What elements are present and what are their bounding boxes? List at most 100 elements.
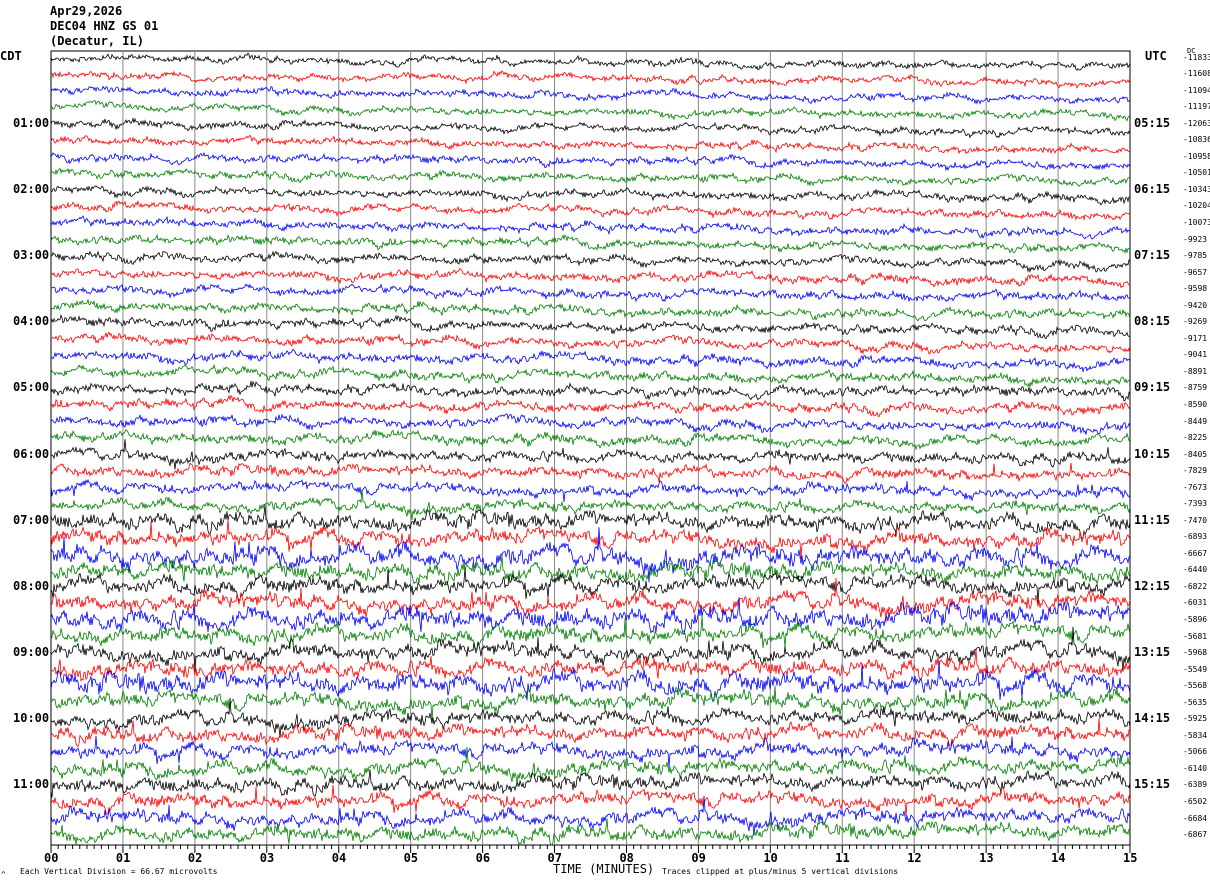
right-hour-label: 11:15 <box>1134 512 1171 527</box>
trace-19 <box>50 363 1131 389</box>
trace-11 <box>50 233 1131 254</box>
right-hour-label: 12:15 <box>1134 578 1171 593</box>
x-tick-label: 00 <box>44 851 59 865</box>
dc-offset-label: -8225 <box>1183 433 1208 443</box>
trace-37 <box>50 650 1131 683</box>
trace-7 <box>50 167 1131 187</box>
trace-14 <box>51 283 1131 303</box>
trace-42 <box>50 735 1131 768</box>
dc-offset-label: -8891 <box>1183 366 1208 376</box>
dc-offset-label: -6822 <box>1183 581 1208 591</box>
trace-35 <box>50 616 1131 650</box>
station-label: DEC04 HNZ GS 01 <box>50 19 159 33</box>
left-hour-label: 02:00 <box>13 181 50 196</box>
dc-offset-label: -11608 <box>1183 69 1210 79</box>
left-hour-label: 10:00 <box>13 711 50 726</box>
left-hour-label: 07:00 <box>13 512 50 527</box>
x-tick-label: 09 <box>691 851 706 865</box>
dc-offset-label: -9420 <box>1183 300 1208 310</box>
x-tick-label: 12 <box>907 851 922 865</box>
dc-offset-label: -7673 <box>1183 482 1208 492</box>
left-hour-label: 11:00 <box>13 777 50 792</box>
trace-12 <box>50 250 1131 273</box>
scale-note: Each Vertical Division = 66.67 microvolt… <box>20 867 218 876</box>
dc-offset-label: -6031 <box>1183 598 1208 608</box>
right-hour-label: 15:15 <box>1134 777 1171 792</box>
left-hour-label: 01:00 <box>13 115 50 130</box>
left-timezone: CDT <box>0 49 22 63</box>
trace-8 <box>50 185 1131 206</box>
dc-offset-label: -11094 <box>1183 85 1210 95</box>
trace-10 <box>50 215 1131 240</box>
x-tick-label: 04 <box>331 851 347 865</box>
dc-offset-label: -7470 <box>1183 515 1208 525</box>
trace-38 <box>50 661 1131 703</box>
dc-offset-label: -10836 <box>1183 135 1210 145</box>
trace-26 <box>50 478 1131 503</box>
dc-offset-label: -10073 <box>1183 218 1210 228</box>
trace-23 <box>50 428 1131 450</box>
dc-offset-label: -6667 <box>1183 548 1208 558</box>
x-tick-label: 11 <box>835 851 850 865</box>
trace-16 <box>50 313 1131 340</box>
right-hour-label: 08:15 <box>1134 314 1171 329</box>
right-hour-label: 07:15 <box>1134 248 1171 263</box>
trace-36 <box>50 626 1131 672</box>
trace-28 <box>50 504 1131 540</box>
left-hour-label: 04:00 <box>13 314 50 329</box>
dc-offset-label: -10958 <box>1183 151 1210 161</box>
dc-offset-label: -6440 <box>1183 565 1208 575</box>
trace-32 <box>50 567 1131 603</box>
dc-offset-label: -5635 <box>1183 697 1208 707</box>
dc-offset-label: -9171 <box>1183 333 1208 343</box>
x-tick-label: 14 <box>1051 851 1066 865</box>
right-hour-label: 13:15 <box>1134 645 1171 660</box>
trace-22 <box>50 413 1131 435</box>
x-tick-label: 08 <box>619 851 634 865</box>
trace-1 <box>50 69 1131 89</box>
trace-41 <box>50 718 1131 748</box>
x-tick-label: 15 <box>1123 851 1138 865</box>
trace-46 <box>50 795 1131 836</box>
left-hour-label: 03:00 <box>13 248 50 263</box>
dc-offset-label: -8449 <box>1183 416 1208 426</box>
dc-offset-label: -6867 <box>1183 830 1208 840</box>
dc-offset-label: -6893 <box>1183 532 1208 542</box>
corner-mark: ^ <box>1 870 6 879</box>
trace-31 <box>50 555 1131 586</box>
x-tick-label: 01 <box>115 851 131 865</box>
x-tick-label: 02 <box>187 851 203 865</box>
trace-40 <box>50 697 1131 738</box>
trace-20 <box>50 380 1131 402</box>
dc-offset-label: -5568 <box>1183 681 1208 691</box>
dc-offset-label: -5549 <box>1183 664 1208 674</box>
dc-offset-label: -5066 <box>1183 747 1208 757</box>
trace-25 <box>50 462 1131 484</box>
trace-6 <box>50 151 1131 172</box>
trace-0 <box>50 52 1131 71</box>
dc-offset-label: -9923 <box>1183 234 1208 244</box>
clip-note: Traces clipped at plus/minus 5 vertical … <box>662 867 899 876</box>
dc-offset-label: -8590 <box>1183 399 1208 409</box>
dc-offset-label: -6389 <box>1183 780 1208 790</box>
dc-offset-label: -9657 <box>1183 267 1208 277</box>
trace-2 <box>50 85 1131 105</box>
right-hour-label: 09:15 <box>1134 380 1171 395</box>
right-hour-label: 10:15 <box>1134 446 1171 461</box>
x-tick-label: 07 <box>547 851 562 865</box>
right-timezone: UTC <box>1145 49 1167 63</box>
trace-3 <box>50 100 1131 122</box>
left-hour-label: 05:00 <box>13 380 50 395</box>
dc-offset-label: -9785 <box>1183 251 1208 261</box>
dc-offset-label: -6684 <box>1183 813 1208 823</box>
trace-15 <box>50 298 1131 322</box>
trace-45 <box>50 784 1131 817</box>
dc-offset-label: -11197 <box>1183 102 1210 112</box>
x-axis-label: TIME (MINUTES) <box>553 862 655 876</box>
trace-47 <box>50 818 1131 846</box>
date-label: Apr29,2026 <box>50 4 123 18</box>
trace-18 <box>50 348 1131 372</box>
trace-27 <box>50 489 1131 520</box>
trace-4 <box>50 117 1131 139</box>
